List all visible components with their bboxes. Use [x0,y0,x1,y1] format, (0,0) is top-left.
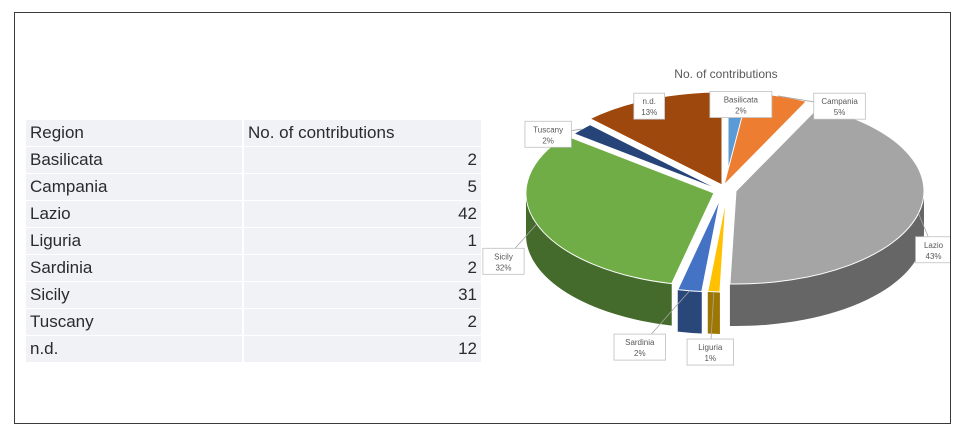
table-row: Sardinia 2 [26,255,481,282]
region-cell: Sicily [26,282,244,309]
pie-slice-tuscany [572,124,723,192]
data-label-box [709,91,773,118]
data-label-percent: 43% [926,252,942,261]
data-label-box [482,247,525,275]
table-row: Liguria 1 [26,228,481,255]
table-row: Lazio 42 [26,201,481,228]
data-label-box [686,338,734,366]
region-cell: Sardinia [26,255,244,282]
data-label: Basilicata 2% [709,91,773,118]
pie-slice-side-lazio [729,191,924,326]
pie-slice-lazio [729,106,925,285]
data-label-category: Tuscany [533,125,563,134]
contributions-table: Region No. of contributions Basilicata 2 … [26,120,481,363]
region-cell: Tuscany [26,309,244,336]
count-cell: 2 [244,255,481,282]
region-cell: Lazio [26,201,244,228]
data-label-percent: 13% [641,108,657,117]
data-label: Sicily 32% [482,247,525,275]
count-cell: 2 [244,309,481,336]
data-label-percent: 2% [634,349,646,358]
data-label-category: Liguria [698,343,723,352]
data-label-category: Campania [821,97,858,106]
table-header-row: Region No. of contributions [26,120,481,147]
data-label: n.d. 13% [633,92,666,120]
count-cell: 1 [244,228,481,255]
data-label: Liguria 1% [686,338,734,366]
count-cell: 42 [244,201,481,228]
region-cell: Basilicata [26,147,244,174]
pie-slice-sardinia [676,198,721,293]
data-label-percent: 1% [705,354,717,363]
table-row: Tuscany 2 [26,309,481,336]
data-label-category: n.d. [643,97,656,106]
pie-slice-side-sardinia [677,289,702,334]
count-cell: 31 [244,282,481,309]
data-label-category: Lazio [924,241,944,250]
data-label-box [613,333,666,361]
region-cell: n.d. [26,336,244,363]
pie-slice-side-sicily [526,193,672,326]
table-row: n.d. 12 [26,336,481,363]
pie-slice-side-liguria [707,291,720,334]
pie-chart: No. of contributions Basilicata 2% Campani… [482,67,950,366]
data-label-box [915,236,950,264]
pie-data-labels: Basilicata 2% Campania 5% Lazio 43% Liguria 1% S… [482,91,950,366]
data-label-category: Sardinia [625,338,655,347]
region-cell: Liguria [26,228,244,255]
pie-slice-sicily [525,135,715,285]
chart-title: No. of contributions [674,67,777,81]
data-label-percent: 32% [495,263,511,272]
column-header-region: Region [26,120,244,147]
data-label-percent: 2% [735,107,747,116]
count-cell: 12 [244,336,481,363]
data-label-box [633,92,666,120]
column-header-contributions: No. of contributions [244,120,481,147]
region-cell: Campania [26,174,244,201]
pie-slice-liguria [707,198,727,293]
data-label: Tuscany 2% [524,120,572,148]
data-label-category: Sicily [494,252,513,261]
table-row: Campania 5 [26,174,481,201]
pie-depth-layer [526,191,924,334]
data-label: Lazio 43% [915,236,950,264]
data-label-percent: 5% [834,108,846,117]
data-label-percent: 2% [542,136,554,145]
data-label-category: Basilicata [724,96,759,105]
data-label-box [524,120,572,148]
table-row: Sicily 31 [26,282,481,309]
data-label: Sardinia 2% [613,333,666,361]
count-cell: 2 [244,147,481,174]
table-row: Basilicata 2 [26,147,481,174]
count-cell: 5 [244,174,481,201]
data-label-box [813,92,866,120]
data-label: Campania 5% [813,92,866,120]
